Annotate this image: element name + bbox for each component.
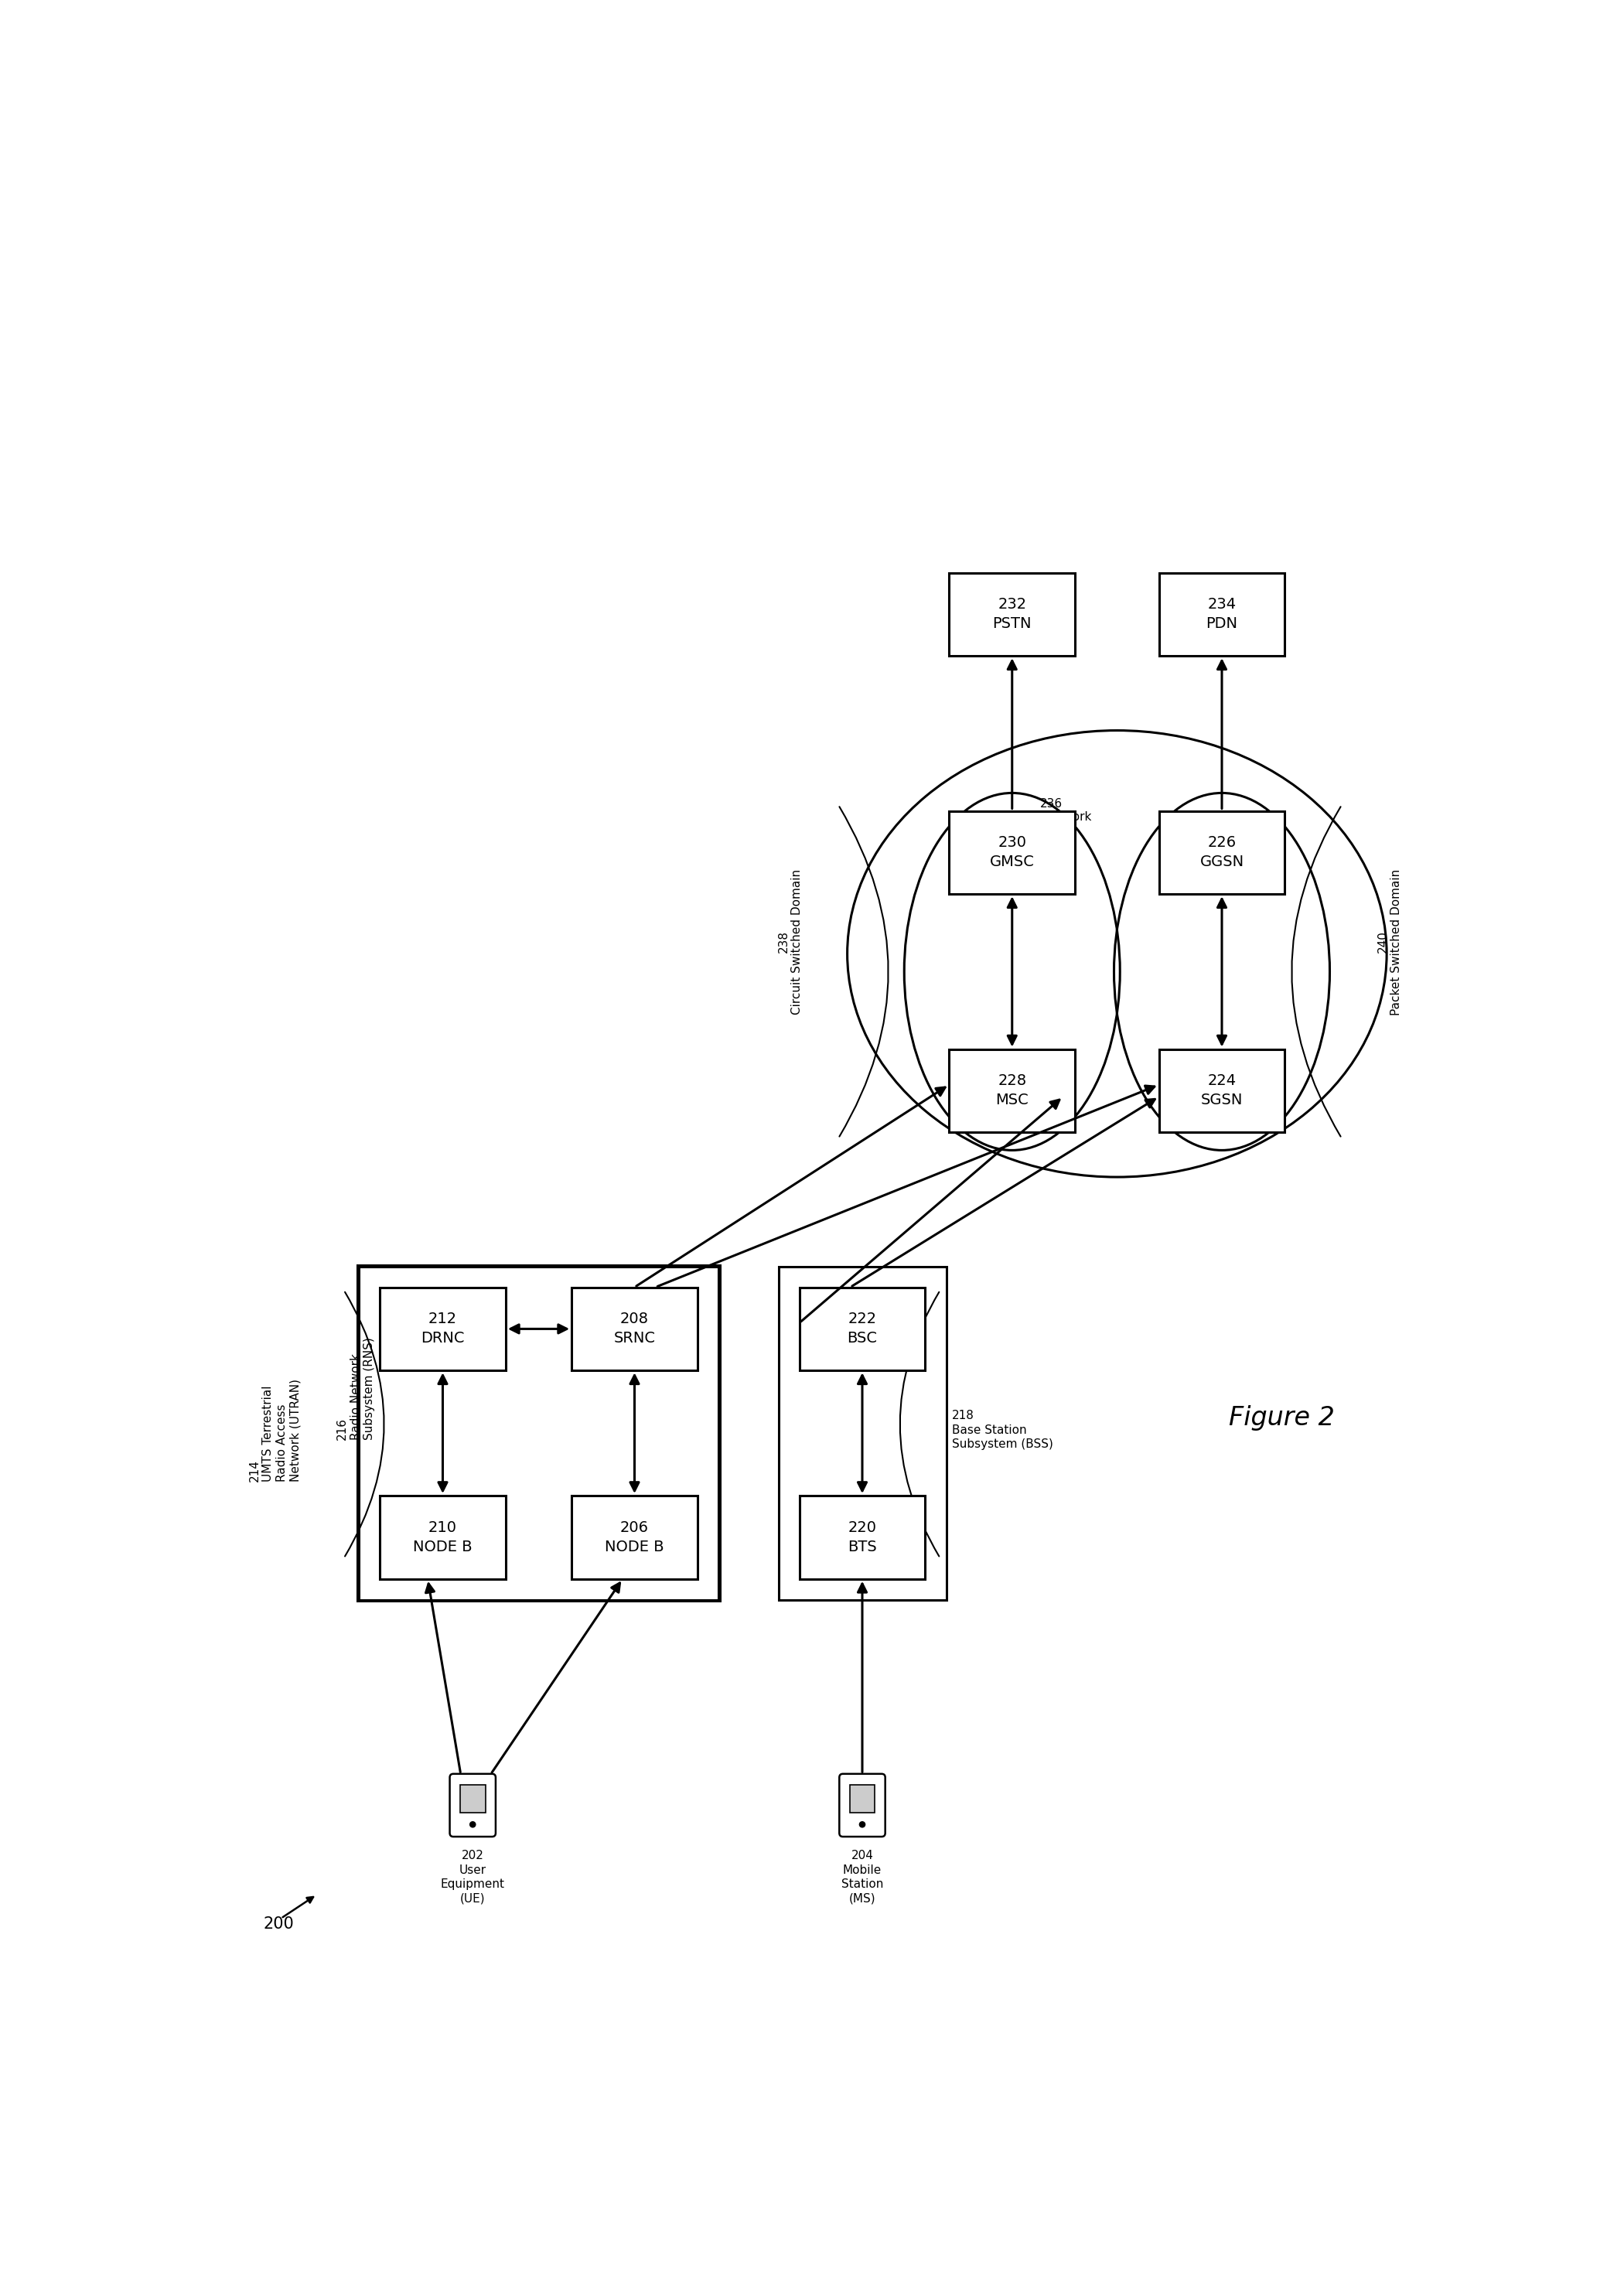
Text: 240
Packet Switched Domain: 240 Packet Switched Domain: [1377, 868, 1402, 1015]
Text: Figure 2: Figure 2: [1229, 1405, 1335, 1430]
FancyBboxPatch shape: [1160, 1049, 1285, 1132]
Text: 238
Circuit Switched Domain: 238 Circuit Switched Domain: [778, 870, 802, 1015]
Text: 216
Radio Network
Subsystem (RNS): 216 Radio Network Subsystem (RNS): [336, 1336, 375, 1440]
Text: 230
GMSC: 230 GMSC: [989, 836, 1034, 870]
Text: 234
PDN: 234 PDN: [1207, 597, 1237, 631]
FancyBboxPatch shape: [948, 1049, 1075, 1132]
FancyBboxPatch shape: [799, 1288, 926, 1371]
Text: 206
NODE B: 206 NODE B: [604, 1520, 664, 1554]
FancyBboxPatch shape: [799, 1495, 926, 1580]
FancyBboxPatch shape: [948, 572, 1075, 657]
Text: 232
PSTN: 232 PSTN: [992, 597, 1031, 631]
FancyBboxPatch shape: [1160, 810, 1285, 893]
FancyBboxPatch shape: [450, 1775, 495, 1837]
Text: 208
SRNC: 208 SRNC: [614, 1311, 656, 1345]
Circle shape: [859, 1821, 866, 1828]
FancyBboxPatch shape: [1160, 572, 1285, 657]
FancyBboxPatch shape: [380, 1495, 505, 1580]
FancyBboxPatch shape: [849, 1784, 875, 1814]
Text: 224
SGSN: 224 SGSN: [1200, 1075, 1242, 1107]
FancyBboxPatch shape: [840, 1775, 885, 1837]
Text: 212
DRNC: 212 DRNC: [421, 1311, 464, 1345]
Text: 228
MSC: 228 MSC: [996, 1075, 1028, 1107]
Text: 214
UMTS Terrestrial
Radio Access
Network (UTRAN): 214 UMTS Terrestrial Radio Access Networ…: [248, 1378, 300, 1481]
Text: 218
Base Station
Subsystem (BSS): 218 Base Station Subsystem (BSS): [952, 1410, 1054, 1451]
FancyBboxPatch shape: [948, 810, 1075, 893]
FancyBboxPatch shape: [380, 1288, 505, 1371]
Text: 210
NODE B: 210 NODE B: [412, 1520, 473, 1554]
Text: 236
Core Network: 236 Core Network: [1010, 797, 1091, 822]
Text: 222
BSC: 222 BSC: [848, 1311, 877, 1345]
Text: 202
User
Equipment
(UE): 202 User Equipment (UE): [440, 1851, 505, 1906]
Text: 204
Mobile
Station
(MS): 204 Mobile Station (MS): [841, 1851, 883, 1906]
Text: 220
BTS: 220 BTS: [848, 1520, 877, 1554]
FancyBboxPatch shape: [572, 1495, 697, 1580]
FancyBboxPatch shape: [460, 1784, 486, 1814]
Text: 226
GGSN: 226 GGSN: [1200, 836, 1244, 870]
Text: 200: 200: [263, 1917, 294, 1931]
Circle shape: [469, 1821, 476, 1828]
FancyBboxPatch shape: [572, 1288, 697, 1371]
